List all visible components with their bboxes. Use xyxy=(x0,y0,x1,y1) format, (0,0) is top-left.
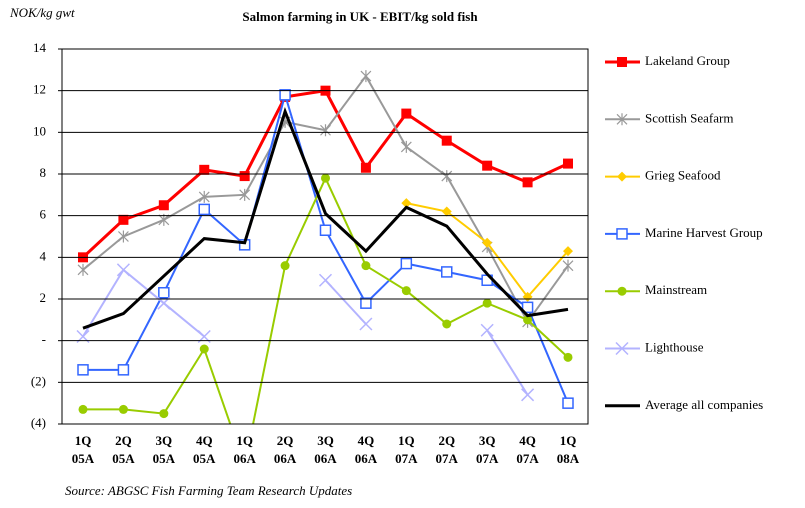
marker xyxy=(199,164,210,175)
legend-marker xyxy=(616,113,628,126)
marker xyxy=(441,135,452,146)
x-tick-label: 3Q 05A xyxy=(152,433,176,466)
y-tick-label: (4) xyxy=(31,415,46,430)
source: Source: ABGSC Fish Farming Team Research… xyxy=(65,483,352,498)
x-tick-label: 1Q 06A xyxy=(233,433,256,466)
series-line xyxy=(83,175,569,424)
legend-marker xyxy=(617,286,627,296)
marker xyxy=(78,404,88,414)
marker xyxy=(480,323,494,337)
marker xyxy=(562,397,574,409)
marker xyxy=(77,364,89,376)
marker xyxy=(198,203,210,216)
marker xyxy=(321,173,330,183)
marker xyxy=(280,261,290,271)
marker xyxy=(117,364,130,376)
marker xyxy=(562,259,574,272)
y-tick-label: 2 xyxy=(40,290,47,305)
marker xyxy=(318,273,333,287)
marker xyxy=(158,200,169,211)
x-tick-label: 3Q 06A xyxy=(314,433,337,466)
legend-marker xyxy=(617,171,627,182)
marker xyxy=(482,160,493,171)
marker xyxy=(279,89,291,101)
y-tick-label: 6 xyxy=(40,207,47,222)
marker xyxy=(118,404,128,414)
marker xyxy=(118,214,129,225)
marker xyxy=(361,261,371,271)
marker xyxy=(482,298,492,308)
marker xyxy=(360,70,372,83)
y-tick-label: 10 xyxy=(33,123,46,138)
x-tick-label: 1Q 05A xyxy=(71,433,95,466)
legend-label: Lighthouse xyxy=(645,339,704,354)
marker xyxy=(521,388,535,402)
marker xyxy=(159,409,169,419)
marker xyxy=(360,162,371,173)
x-tick-label: 2Q 07A xyxy=(435,433,458,466)
marker xyxy=(77,263,89,276)
legend-marker xyxy=(616,228,628,240)
x-tick-label: 4Q 07A xyxy=(516,433,539,466)
chart-title: Salmon farming in UK - EBIT/kg sold fish xyxy=(242,9,478,24)
marker xyxy=(523,315,533,325)
marker xyxy=(117,230,129,243)
marker xyxy=(400,140,412,153)
x-tick-label: 4Q 05A xyxy=(193,433,216,466)
marker xyxy=(522,177,533,188)
x-tick-label: 2Q 06A xyxy=(273,433,297,466)
marker xyxy=(442,319,452,329)
y-tick-label: 12 xyxy=(33,82,46,97)
series-line xyxy=(83,91,569,404)
legend-label: Grieg Seafood xyxy=(645,168,721,183)
marker xyxy=(563,352,573,362)
legend-marker xyxy=(615,341,629,356)
marker xyxy=(239,171,250,182)
y-tick-label: 4 xyxy=(40,248,47,263)
marker xyxy=(360,297,372,309)
y-tick-label: - xyxy=(42,332,46,347)
marker xyxy=(482,237,493,248)
y-tick-label: 14 xyxy=(33,40,47,55)
marker xyxy=(401,198,412,209)
marker xyxy=(441,266,453,278)
marker xyxy=(239,188,251,201)
marker xyxy=(563,158,573,169)
marker xyxy=(319,224,332,236)
marker xyxy=(441,170,453,183)
marker xyxy=(401,108,412,119)
plot-frame xyxy=(61,48,589,425)
x-tick-label: 2Q 05A xyxy=(112,433,135,466)
marker xyxy=(158,287,170,299)
x-tick-label: 1Q 07A xyxy=(395,433,418,466)
x-tick-label: 3Q 07A xyxy=(475,433,499,466)
marker xyxy=(401,286,411,296)
y-tick-label: (2) xyxy=(31,373,46,388)
legend-label: Marine Harvest Group xyxy=(645,225,763,240)
marker xyxy=(199,344,209,354)
legend-label: Scottish Seafarm xyxy=(645,110,733,125)
marker xyxy=(320,124,331,137)
legend-label: Mainstream xyxy=(645,282,707,297)
legend-marker xyxy=(617,57,627,67)
marker xyxy=(400,257,413,270)
y-axis-label: NOK/kg gwt xyxy=(9,5,75,20)
marker xyxy=(563,246,573,257)
marker xyxy=(359,317,373,331)
marker xyxy=(198,190,210,203)
series-line xyxy=(82,106,569,330)
legend-label: Average all companies xyxy=(645,397,763,412)
marker xyxy=(441,206,452,217)
y-tick-label: 8 xyxy=(40,165,47,180)
x-tick-label: 4Q 06A xyxy=(354,433,378,466)
x-tick-label: 1Q 08A xyxy=(556,433,580,466)
marker xyxy=(116,263,130,277)
marker xyxy=(521,301,534,314)
plot-area xyxy=(76,70,574,424)
legend-label: Lakeland Group xyxy=(645,53,730,68)
